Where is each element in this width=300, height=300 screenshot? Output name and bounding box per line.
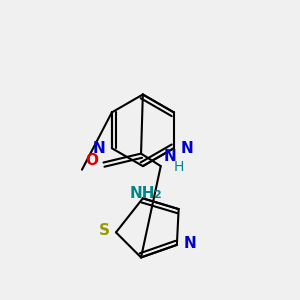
Text: NH: NH <box>130 186 156 201</box>
Text: N: N <box>183 236 196 250</box>
Text: O: O <box>85 153 98 168</box>
Text: N: N <box>93 141 105 156</box>
Text: S: S <box>98 223 110 238</box>
Text: 2: 2 <box>153 190 160 200</box>
Text: H: H <box>173 160 184 174</box>
Text: N: N <box>180 141 193 156</box>
Text: N: N <box>164 149 176 164</box>
